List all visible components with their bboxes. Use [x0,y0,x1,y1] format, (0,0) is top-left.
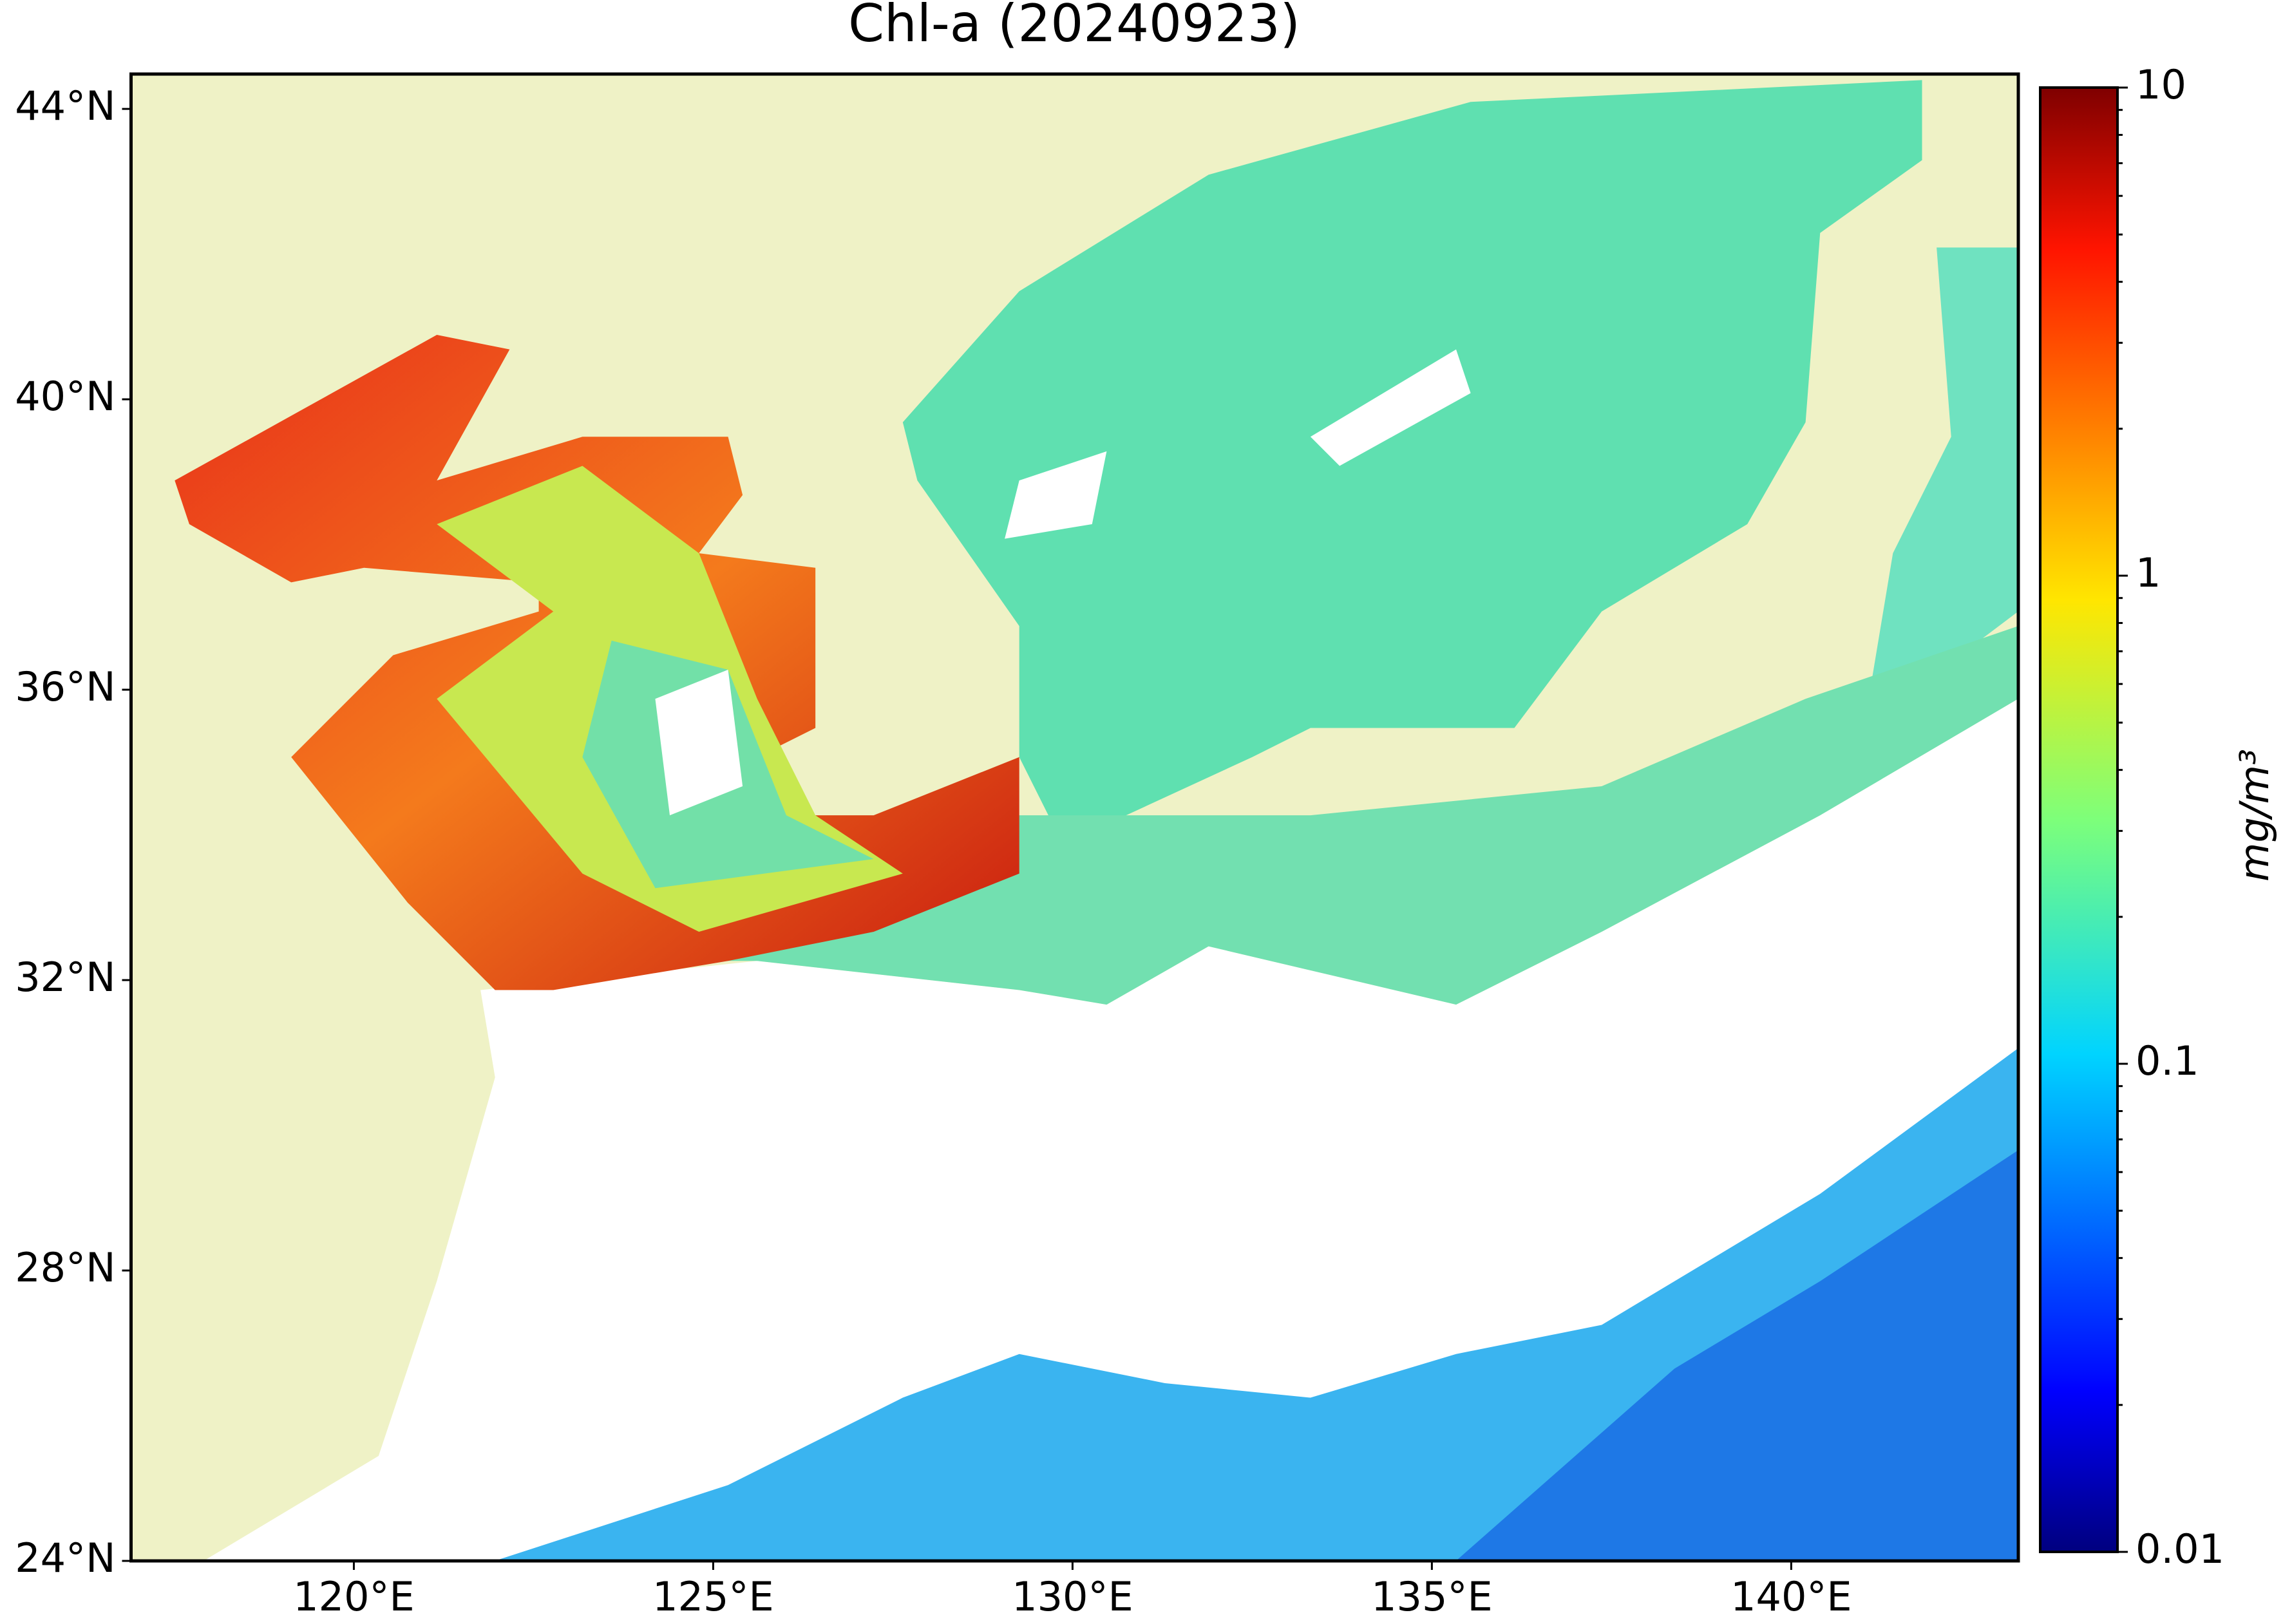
colorbar [2039,86,2119,1553]
y-tick-label: 40°N [15,373,115,420]
x-tick-label: 140°E [1730,1573,1852,1620]
clouds [1005,451,1107,539]
y-tick-label: 28°N [15,1244,115,1291]
x-tick-label: 135°E [1371,1573,1493,1620]
y-tick-label: 32°N [15,954,115,1001]
east-sea [902,80,1922,845]
axes-frame [129,72,2020,1563]
colorbar-tick-label: 10 [2136,61,2186,108]
x-tick-label: 125°E [652,1573,774,1620]
colorbar-tick-label: 1 [2136,549,2161,596]
pacific-coast [1864,247,2018,728]
map-image [131,74,2018,1561]
open-ocean-deep [1455,1150,2018,1561]
y-tick-label: 36°N [15,663,115,710]
y-tick-label: 24°N [15,1534,115,1582]
colorbar-tick-label: 0.1 [2136,1037,2199,1084]
clouds [1310,349,1471,466]
colorbar-tick-label: 0.01 [2136,1525,2224,1572]
x-tick-label: 130°E [1012,1573,1133,1620]
clouds [655,670,743,816]
y-tick-label: 44°N [15,82,115,129]
colorbar-label: mg/m³ [2231,749,2278,882]
x-tick-label: 120°E [293,1573,415,1620]
chart-title: Chl-a (20240923) [848,0,1300,53]
east-china-sea [699,626,2018,1005]
